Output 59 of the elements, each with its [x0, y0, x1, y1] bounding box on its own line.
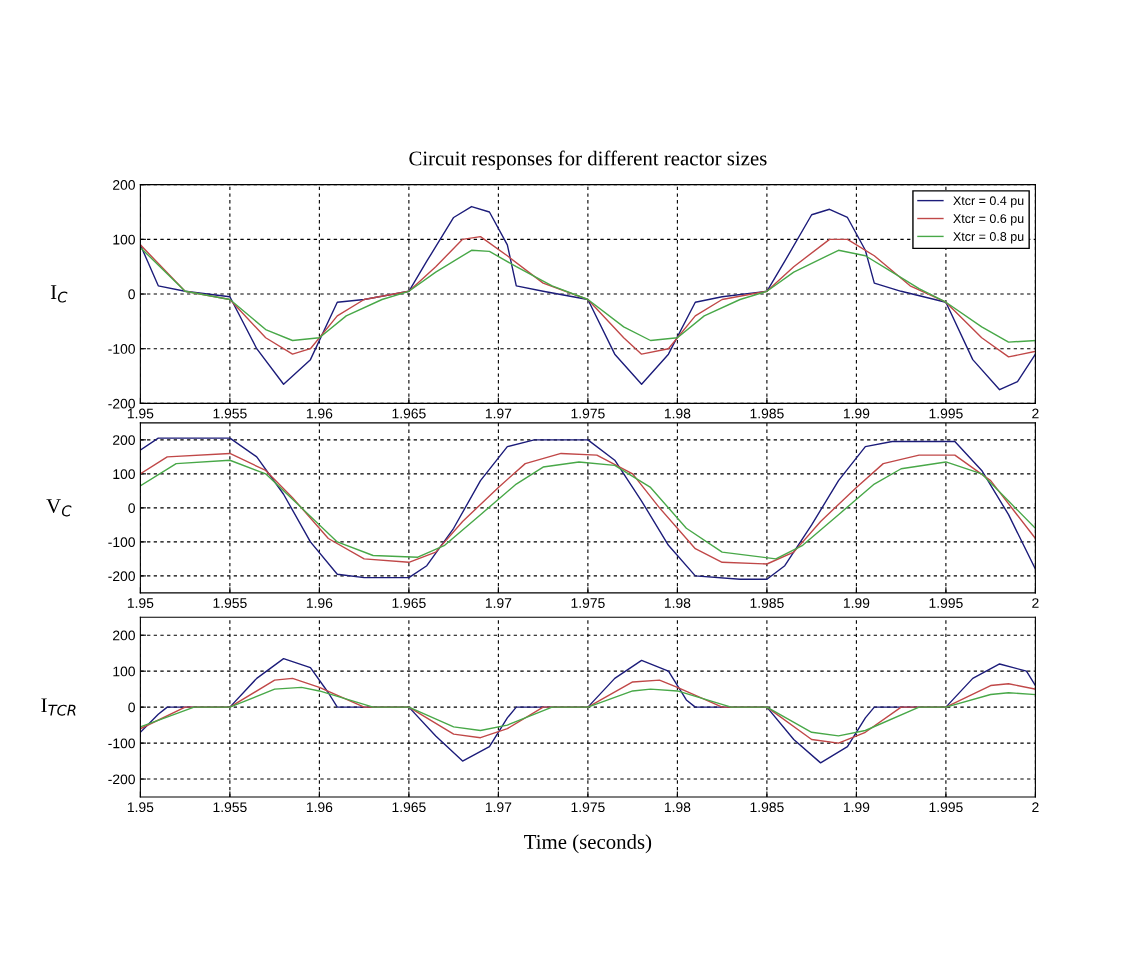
- y-tick-label: -200: [108, 398, 135, 409]
- x-tick-label: 1.95: [127, 408, 154, 419]
- y-tick-label: -200: [108, 774, 135, 785]
- line-series: [140, 246, 1036, 343]
- x-tick-label: 1.96: [306, 598, 333, 608]
- x-tick-label: 1.965: [392, 408, 426, 419]
- y-tick-label: 100: [113, 469, 135, 480]
- y-tick-label: 100: [113, 666, 135, 677]
- x-tick-label: 1.965: [392, 598, 426, 608]
- x-tick-label: 1.99: [843, 802, 870, 813]
- legend-label: Xtcr = 0.4 pu: [953, 196, 1024, 208]
- y-tick-label: 200: [113, 630, 135, 641]
- x-tick-label: 1.995: [929, 598, 963, 608]
- y-tick-label: -100: [108, 738, 135, 749]
- x-tick-label: 1.985: [750, 598, 784, 608]
- x-tick-label: 1.95: [127, 598, 154, 608]
- line-series: [140, 437, 1036, 581]
- y-tick-label: -200: [108, 571, 135, 582]
- y-tick-label: 200: [113, 180, 135, 190]
- x-tick-label: 1.975: [571, 598, 605, 608]
- x-tick-label: 1.98: [664, 802, 691, 813]
- x-tick-label: 2: [1032, 598, 1039, 608]
- y-axis-title: V$_{C}$: [46, 499, 72, 517]
- y-tick-label: 0: [128, 503, 135, 514]
- legend-label: Xtcr = 0.8 pu: [953, 232, 1024, 244]
- legend-label: Xtcr = 0.6 pu: [953, 214, 1024, 226]
- x-tick-label: 1.975: [571, 408, 605, 419]
- y-tick-label: 0: [128, 702, 135, 713]
- y-axis-title: I$_{TCR}$: [41, 698, 76, 716]
- y-tick-label: -100: [108, 537, 135, 548]
- x-axis-title: Time (seconds): [524, 834, 652, 854]
- x-tick-label: 1.99: [843, 408, 870, 419]
- x-tick-label: 2: [1032, 408, 1039, 419]
- x-tick-label: 1.955: [213, 408, 247, 419]
- x-tick-label: 1.95: [127, 802, 154, 813]
- x-tick-label: 1.965: [392, 802, 426, 813]
- x-tick-label: 1.985: [750, 802, 784, 813]
- x-tick-label: 1.97: [485, 598, 512, 608]
- x-tick-label: 1.96: [306, 408, 333, 419]
- chart-title: Circuit responses for different reactor sizes: [409, 150, 767, 170]
- x-tick-label: 1.955: [213, 598, 247, 608]
- y-tick-label: 0: [128, 289, 135, 300]
- y-tick-label: -100: [108, 344, 135, 354]
- x-tick-label: 1.97: [485, 802, 512, 813]
- y-tick-label: 200: [113, 435, 135, 445]
- x-tick-label: 1.99: [843, 598, 870, 608]
- x-tick-label: 2: [1032, 802, 1039, 812]
- x-tick-label: 1.98: [664, 408, 691, 419]
- x-tick-label: 1.985: [750, 408, 784, 419]
- x-tick-label: 1.955: [213, 802, 247, 813]
- x-tick-label: 1.995: [929, 408, 963, 419]
- y-tick-label: 100: [113, 234, 135, 245]
- x-tick-label: 1.98: [664, 598, 691, 608]
- line-series: [140, 686, 1036, 737]
- x-tick-label: 1.995: [929, 802, 963, 813]
- x-tick-label: 1.96: [306, 802, 333, 813]
- x-tick-label: 1.975: [571, 802, 605, 813]
- y-axis-title: I$_{C}$: [50, 285, 68, 303]
- x-tick-label: 1.97: [485, 408, 512, 419]
